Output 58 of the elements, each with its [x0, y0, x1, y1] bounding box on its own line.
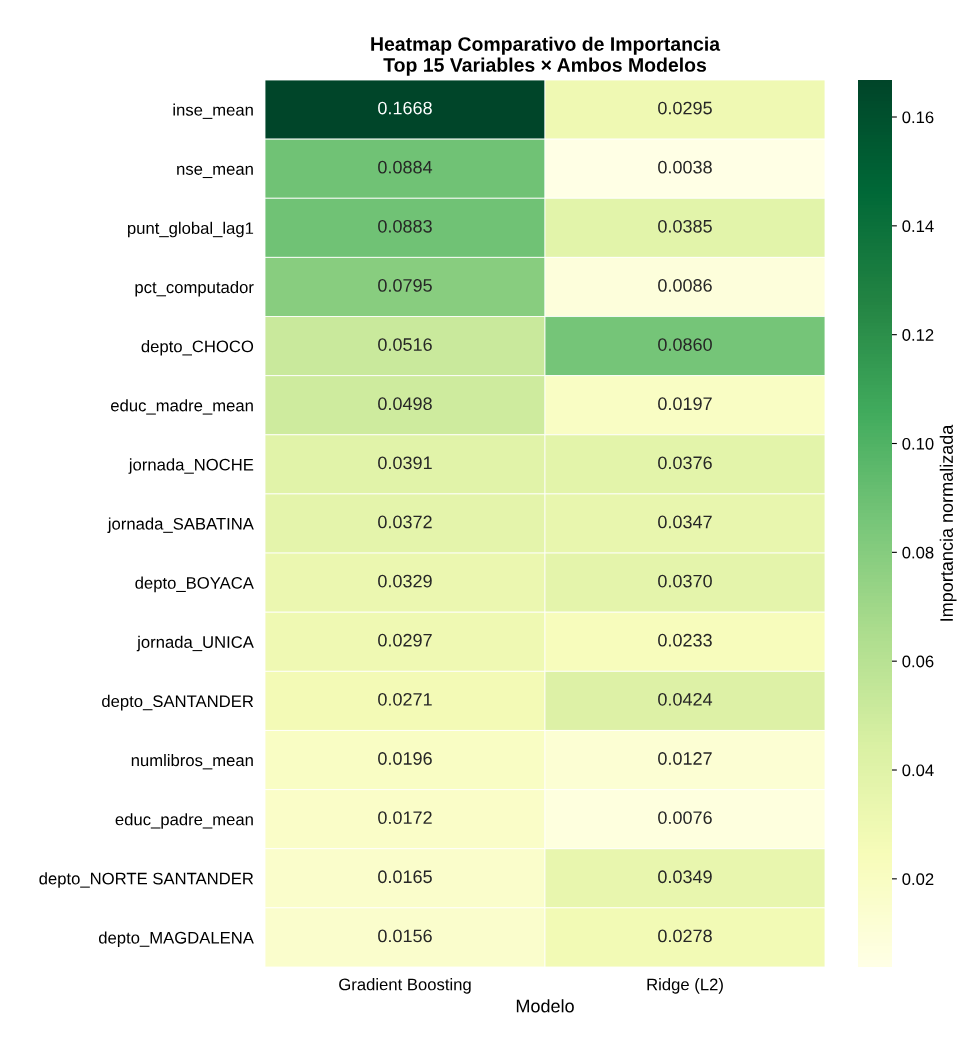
- y-tick-label: depto_BOYACA: [135, 576, 254, 593]
- color-bar-label: 0.10: [902, 437, 934, 450]
- data-label: 0.0370: [658, 574, 712, 588]
- color-bar-label: 0.12: [902, 329, 934, 341]
- data-label: 0.0884: [378, 160, 433, 174]
- data-label: 0.0196: [378, 752, 432, 765]
- chart-title: Heatmap Comparativo de Importancia Top 15 Variables × Ambos Modelos: [371, 36, 721, 76]
- y-tick-label: jornada_UNICA: [136, 635, 254, 652]
- y-tick-label: depto_NORTE SANTANDER: [39, 872, 254, 888]
- y-tick-label: educ_padre_mean: [115, 813, 253, 829]
- data-label: 0.0391: [378, 456, 432, 470]
- data-label: 0.0347: [658, 515, 712, 529]
- data-label: 0.0271: [378, 692, 432, 706]
- data-label: 0.0498: [378, 397, 432, 411]
- data-label: 0.0424: [658, 692, 713, 706]
- y-tick-label: inse_mean: [173, 103, 253, 119]
- color-bar-label: 0.14: [902, 220, 934, 233]
- data-label: 0.0165: [378, 870, 432, 884]
- color-bar-label: 0.16: [902, 111, 934, 124]
- y-tick-label: jornada_NOCHE: [128, 458, 254, 474]
- color-bar-label: 0.02: [902, 873, 934, 886]
- y-tick-label: numlibros_mean: [131, 753, 253, 770]
- data-label: 0.0297: [378, 633, 432, 647]
- y-tick-label: depto_CHOCO: [141, 340, 254, 356]
- data-label: 0.0883: [378, 219, 432, 233]
- data-label: 0.0860: [658, 338, 712, 351]
- x-tick-label: Ridge (L2): [647, 978, 723, 994]
- data-label: 0.0372: [378, 515, 432, 529]
- color-bar-label: 0.04: [902, 764, 934, 777]
- data-label: 0.0376: [658, 456, 712, 470]
- data-label: 0.0349: [658, 870, 712, 884]
- data-label: 0.0172: [378, 811, 432, 825]
- data-label: 0.0197: [658, 397, 712, 411]
- x-tick-label: Gradient Boosting: [339, 978, 471, 994]
- x-axis-title: Modelo: [516, 999, 574, 1013]
- color-bar-title: Importancia normalizada: [939, 424, 957, 621]
- data-label: 0.0329: [378, 574, 432, 588]
- y-tick-label: nse_mean: [177, 165, 253, 179]
- data-label: 0.0038: [658, 160, 712, 174]
- data-label: 0.0076: [658, 811, 712, 825]
- y-tick-label: educ_madre_mean: [111, 399, 253, 415]
- y-tick-label: depto_MAGDALENA: [98, 931, 254, 947]
- data-label: 0.0127: [658, 752, 712, 765]
- data-label: 0.0385: [658, 219, 712, 233]
- data-label: 0.0795: [378, 279, 432, 292]
- data-label: 0.0086: [658, 279, 712, 292]
- data-label: 0.0278: [658, 929, 712, 943]
- data-label: 0.0156: [378, 929, 432, 943]
- data-label: 0.0295: [658, 101, 712, 115]
- data-label: 0.0516: [378, 338, 432, 351]
- y-tick-label: jornada_SABATINA: [107, 517, 254, 533]
- y-tick-label: punt_global_lag1: [128, 221, 254, 238]
- color-bar-label: 0.08: [902, 546, 934, 559]
- data-label: 0.1668: [378, 101, 432, 115]
- y-tick-label: depto_SANTANDER: [102, 694, 254, 711]
- color-bar-label: 0.06: [902, 655, 934, 668]
- data-label: 0.0233: [658, 633, 712, 647]
- y-tick-label: pct_computador: [135, 280, 254, 297]
